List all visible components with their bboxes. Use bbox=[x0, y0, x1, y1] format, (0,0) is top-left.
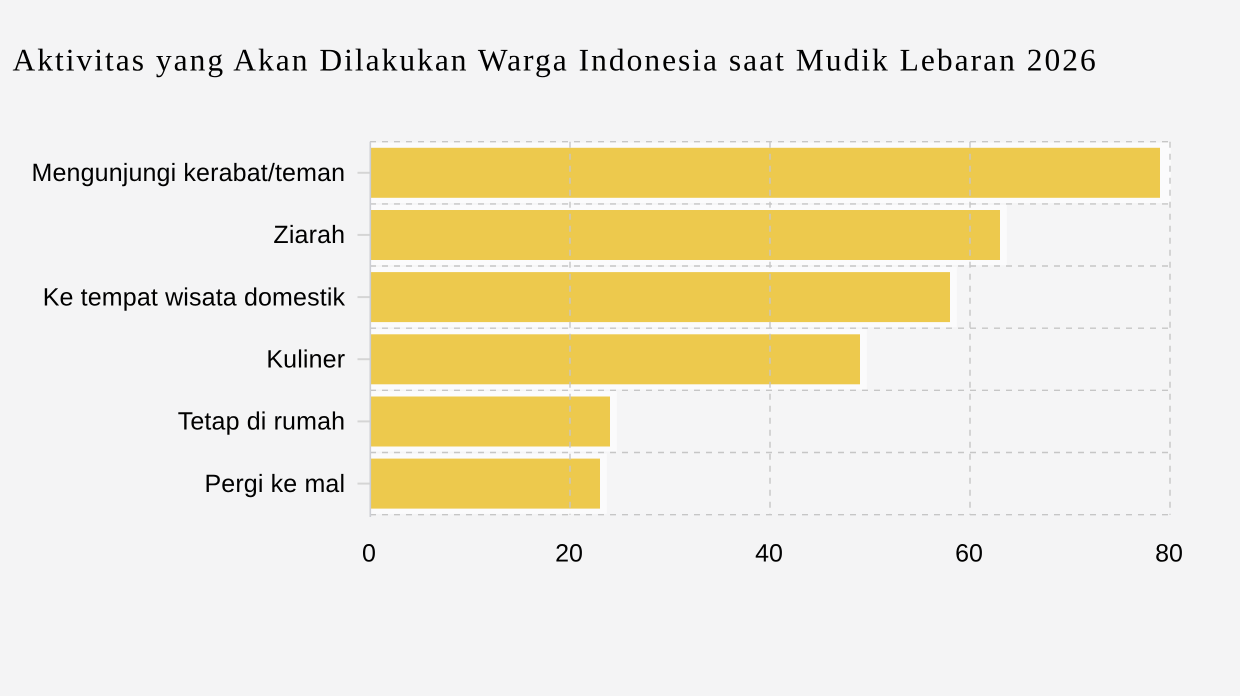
svg-text:Aktivitas yang Akan Dilakukan: Aktivitas yang Akan Dilakukan Warga Indo… bbox=[13, 43, 1098, 78]
svg-text:20: 20 bbox=[555, 540, 583, 568]
svg-text:Ziarah: Ziarah bbox=[273, 221, 345, 249]
svg-text:Mengunjungi kerabat/teman: Mengunjungi kerabat/teman bbox=[32, 159, 346, 187]
svg-text:Ke tempat wisata domestik: Ke tempat wisata domestik bbox=[43, 283, 346, 311]
svg-text:60: 60 bbox=[955, 540, 983, 568]
svg-text:Kuliner: Kuliner bbox=[266, 345, 345, 373]
svg-text:Tetap di rumah: Tetap di rumah bbox=[178, 408, 345, 436]
svg-text:80: 80 bbox=[1155, 540, 1183, 568]
svg-text:Pergi ke mal: Pergi ke mal bbox=[204, 470, 345, 498]
svg-text:0: 0 bbox=[362, 540, 376, 568]
svg-text:40: 40 bbox=[755, 540, 783, 568]
